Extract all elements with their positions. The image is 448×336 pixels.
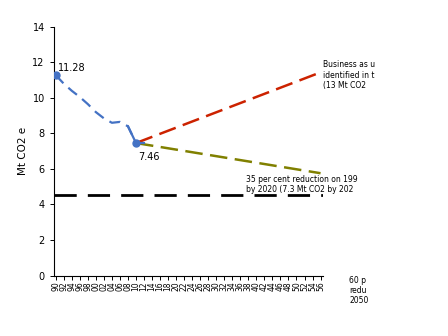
Text: 60 p
redu
2050: 60 p redu 2050 bbox=[349, 276, 369, 305]
Text: 11.28: 11.28 bbox=[58, 64, 86, 73]
Y-axis label: Mt CO2 e: Mt CO2 e bbox=[18, 127, 28, 175]
Text: Business as u
identified in t
(13 Mt CO2: Business as u identified in t (13 Mt CO2 bbox=[323, 60, 375, 90]
Text: 35 per cent reduction on 199
by 2020 (7.3 Mt CO2 by 202: 35 per cent reduction on 199 by 2020 (7.… bbox=[246, 175, 358, 194]
Text: 7.46: 7.46 bbox=[138, 152, 159, 162]
